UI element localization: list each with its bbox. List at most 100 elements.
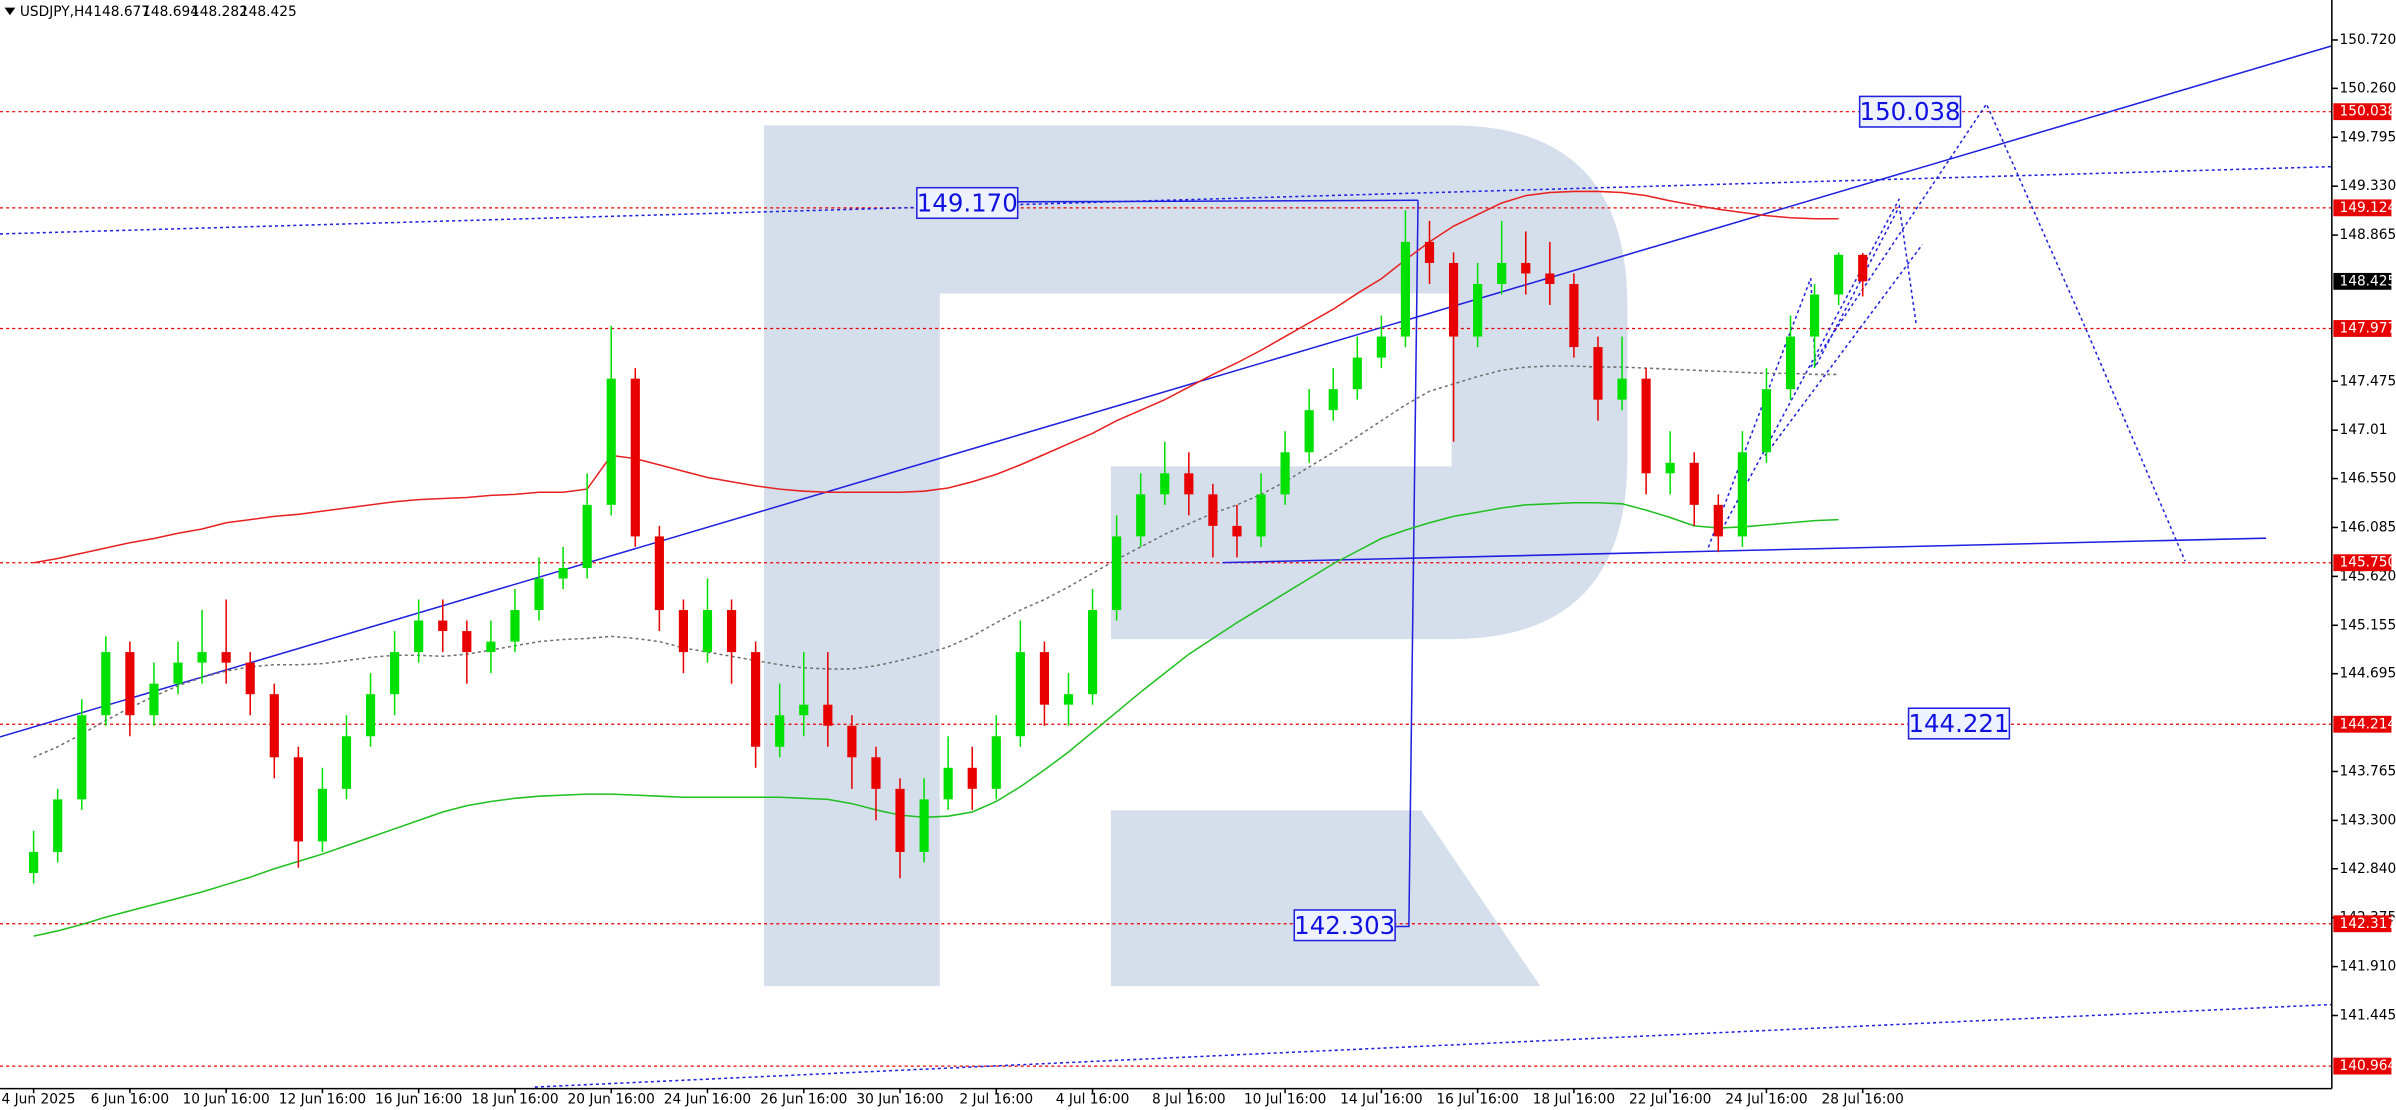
candle-body: [726, 610, 737, 653]
x-tick-label: 16 Jul 16:00: [1436, 1091, 1518, 1107]
channel-line: [1764, 244, 1923, 457]
candle-body: [1569, 283, 1579, 348]
candle-body: [775, 715, 785, 747]
y-tick-label: 150.260: [2339, 80, 2396, 96]
plot-area: [0, 45, 2333, 1088]
x-tick-label: 16 Jun 16:00: [375, 1091, 462, 1107]
candle-body: [414, 620, 424, 653]
candle-body: [1713, 504, 1723, 537]
candle-body: [1352, 357, 1362, 390]
annotation-label: 149.170: [917, 189, 1018, 218]
candle-body: [1834, 254, 1844, 295]
level-box: [2333, 103, 2392, 121]
level-label: 145.750: [2339, 555, 2396, 571]
candle-body: [1689, 462, 1699, 505]
y-tick-label: 143.300: [2339, 812, 2396, 828]
level-label: 150.038: [2339, 104, 2396, 120]
candle-body: [582, 504, 592, 568]
candle-body: [799, 704, 809, 716]
y-tick-label: 145.155: [2339, 617, 2396, 633]
candle-body: [341, 736, 352, 789]
watermark-r-top: [764, 125, 1628, 987]
candle-body: [269, 694, 279, 758]
candle-body: [486, 641, 496, 653]
candle-body: [534, 578, 544, 611]
x-tick-label: 6 Jun 16:00: [91, 1091, 170, 1107]
candle-body: [1376, 336, 1386, 358]
quote-low: 148.282: [191, 4, 248, 20]
moving-average: [33, 190, 1839, 564]
annotation-label: 142.303: [1294, 911, 1395, 940]
candle-body: [245, 662, 255, 695]
x-tick-label: 18 Jun 16:00: [471, 1091, 558, 1107]
candle-body: [991, 736, 1001, 789]
candle-body: [1136, 494, 1146, 537]
candle-body: [462, 631, 472, 653]
current-price-label: 148.425: [2339, 273, 2396, 289]
x-tick-label: 4 Jun 2025: [2, 1091, 76, 1107]
candle-body: [438, 620, 448, 632]
candle-body: [1232, 525, 1242, 537]
candle-body: [823, 704, 833, 726]
watermark-r-leg: [1110, 810, 1541, 987]
candle-body: [1617, 378, 1627, 400]
candle-body: [1545, 273, 1555, 284]
candle-body: [871, 757, 881, 789]
candle-body: [1593, 347, 1603, 400]
x-tick-label: 14 Jul 16:00: [1340, 1091, 1422, 1107]
y-tick-label: 147.475: [2339, 373, 2396, 389]
candle-body: [293, 757, 303, 842]
candle-body: [1473, 283, 1483, 337]
annotation-label: 150.038: [1860, 97, 1961, 126]
candle-body: [510, 610, 520, 642]
candle-body: [125, 652, 135, 716]
candle-body: [1665, 462, 1675, 474]
candle-body: [847, 725, 857, 758]
moving-average: [33, 365, 1839, 758]
y-tick-label: 146.550: [2339, 471, 2396, 487]
dropdown-icon[interactable]: [4, 7, 16, 16]
quote-high: 148.694: [142, 4, 199, 20]
y-tick-label: 149.330: [2339, 178, 2396, 194]
y-tick-label: 147.01: [2339, 422, 2387, 438]
candle-body: [1497, 262, 1507, 284]
range-line: [1393, 200, 1419, 928]
current-price-box: [2333, 272, 2392, 290]
y-tick-label: 143.765: [2339, 763, 2396, 779]
candle-body: [606, 378, 616, 505]
candle-body: [173, 662, 183, 684]
x-tick-label: 30 Jun 16:00: [856, 1091, 943, 1107]
candle-body: [919, 799, 929, 852]
candle-body: [1785, 336, 1796, 390]
y-tick-label: 141.445: [2339, 1007, 2396, 1023]
annotation-leader: [1017, 199, 1419, 203]
x-tick-label: 22 Jul 16:00: [1629, 1091, 1711, 1107]
candle-body: [751, 652, 761, 747]
level-label: 147.977: [2339, 320, 2396, 336]
candle-body: [1761, 389, 1772, 453]
annotation-box: [1907, 707, 2011, 740]
level-box: [2333, 554, 2392, 572]
candle-body: [1424, 241, 1435, 263]
level-box: [2333, 1057, 2392, 1075]
candle-body: [1641, 378, 1651, 474]
candle-body: [1400, 241, 1411, 337]
quote-open: 148.677: [93, 4, 150, 20]
level-label: 144.214: [2339, 716, 2396, 732]
y-tick-label: 148.865: [2339, 227, 2396, 243]
x-tick-label: 4 Jul 16:00: [1056, 1091, 1130, 1107]
candle-body: [1858, 254, 1868, 282]
x-tick-label: 28 Jul 16:00: [1821, 1091, 1903, 1107]
trend-line: [0, 45, 2333, 738]
y-tick-label: 149.795: [2339, 129, 2396, 145]
candle-body: [630, 378, 640, 537]
candle-body: [1448, 262, 1459, 337]
level-box: [2333, 915, 2392, 933]
y-tick-label: 141.910: [2339, 959, 2396, 975]
annotation-box: [916, 186, 1019, 220]
candle-body: [1039, 652, 1050, 705]
candle-body: [1256, 494, 1266, 537]
symbol-title: USDJPY,H4: [20, 4, 93, 20]
